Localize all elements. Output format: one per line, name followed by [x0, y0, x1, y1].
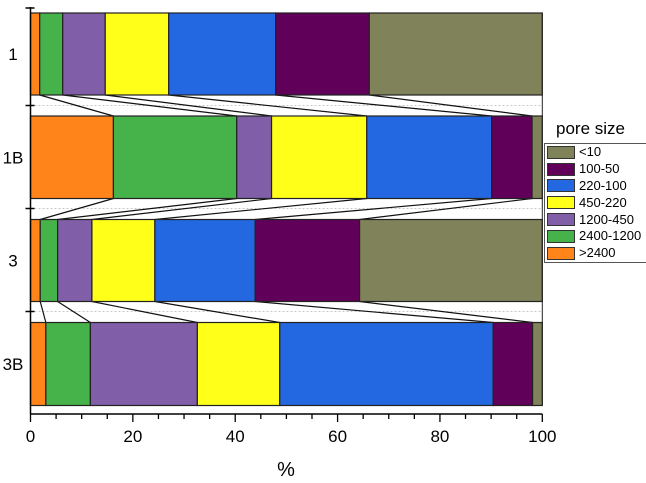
connector-line: [359, 197, 533, 221]
legend-label: 220-100: [579, 177, 627, 193]
connector-line: [57, 197, 237, 221]
bar-segment: [91, 218, 156, 303]
legend-label: <10: [579, 144, 602, 160]
connector-line: [154, 300, 280, 324]
connector-line: [62, 94, 237, 117]
x-tick-label: 60: [328, 427, 347, 446]
connector-line: [91, 300, 198, 324]
legend-item: >2400: [545, 245, 646, 262]
legend-item: 220-100: [545, 178, 646, 195]
x-tick-label: 40: [226, 427, 245, 446]
bar-segment: [358, 218, 543, 303]
x-tick-label: 80: [430, 427, 449, 446]
legend-swatch: [547, 179, 575, 193]
connector-line: [39, 94, 114, 117]
category-label: 3B: [3, 355, 24, 374]
bar-segment: [492, 321, 534, 407]
bar-segment: [531, 115, 543, 200]
legend-swatch: [547, 229, 575, 243]
legend-item: 2400-1200: [545, 228, 646, 245]
bar-segment: [112, 115, 238, 200]
legend-item: 1200-450: [545, 211, 646, 228]
connector-line: [57, 300, 91, 324]
bar-segment: [57, 218, 93, 303]
legend-item: 100-50: [545, 161, 646, 178]
x-tick-label: 20: [123, 427, 142, 446]
connector-line: [275, 94, 492, 117]
connector-line: [154, 197, 367, 221]
legend-label: 100-50: [579, 161, 620, 177]
legend-item: 450-220: [545, 194, 646, 211]
bar-segment: [491, 115, 533, 200]
bar-segment: [531, 321, 543, 407]
bar-segment: [29, 218, 41, 303]
category-label: 1B: [3, 148, 24, 167]
category-label: 1: [8, 45, 17, 64]
bar-segment: [196, 321, 281, 407]
legend-label: 1200-450: [579, 211, 634, 227]
legend-swatch: [547, 145, 575, 159]
legend-swatch: [547, 213, 575, 227]
connector-line: [39, 301, 47, 323]
connector-line: [255, 197, 492, 221]
connector-line: [359, 300, 533, 324]
bar-segment: [62, 12, 106, 96]
bar-segment: [104, 12, 170, 96]
legend-title: pore size: [556, 119, 625, 138]
bar-segment: [39, 218, 59, 303]
legend-item: <10: [545, 144, 646, 161]
legend-swatch: [547, 162, 575, 176]
bar-segment: [29, 12, 41, 96]
connector-line: [369, 94, 533, 117]
connector-line: [255, 300, 494, 324]
legend-label: 2400-1200: [579, 228, 642, 244]
bar-segment: [368, 12, 543, 96]
x-axis-title: %: [277, 459, 295, 481]
legend-swatch: [547, 246, 575, 260]
x-tick-label: 100: [528, 427, 556, 446]
x-tick-label: 0: [26, 427, 35, 446]
connector-line: [105, 94, 272, 117]
bar-segment: [254, 218, 361, 303]
bar-segment: [45, 321, 91, 407]
bar-segment: [29, 321, 47, 407]
bar-segment: [279, 321, 494, 407]
legend-label: 450-220: [579, 194, 627, 210]
legend: <10 100-50 220-100 450-220 1200-450 2400…: [544, 143, 646, 263]
bar-segment: [236, 115, 273, 200]
legend-swatch: [547, 196, 575, 210]
bar-segment: [154, 218, 256, 303]
category-label: 3: [8, 252, 17, 271]
bar-segment: [39, 12, 64, 96]
connector-line: [168, 94, 367, 117]
bar-segment: [366, 115, 493, 200]
connector-line: [40, 197, 114, 221]
bar-segment: [270, 115, 368, 200]
legend-label: >2400: [579, 245, 616, 261]
bar-segment: [168, 12, 277, 96]
bar-segment: [29, 115, 115, 200]
bar-segment: [89, 321, 198, 407]
connector-line: [91, 197, 272, 221]
bar-segment: [275, 12, 370, 96]
